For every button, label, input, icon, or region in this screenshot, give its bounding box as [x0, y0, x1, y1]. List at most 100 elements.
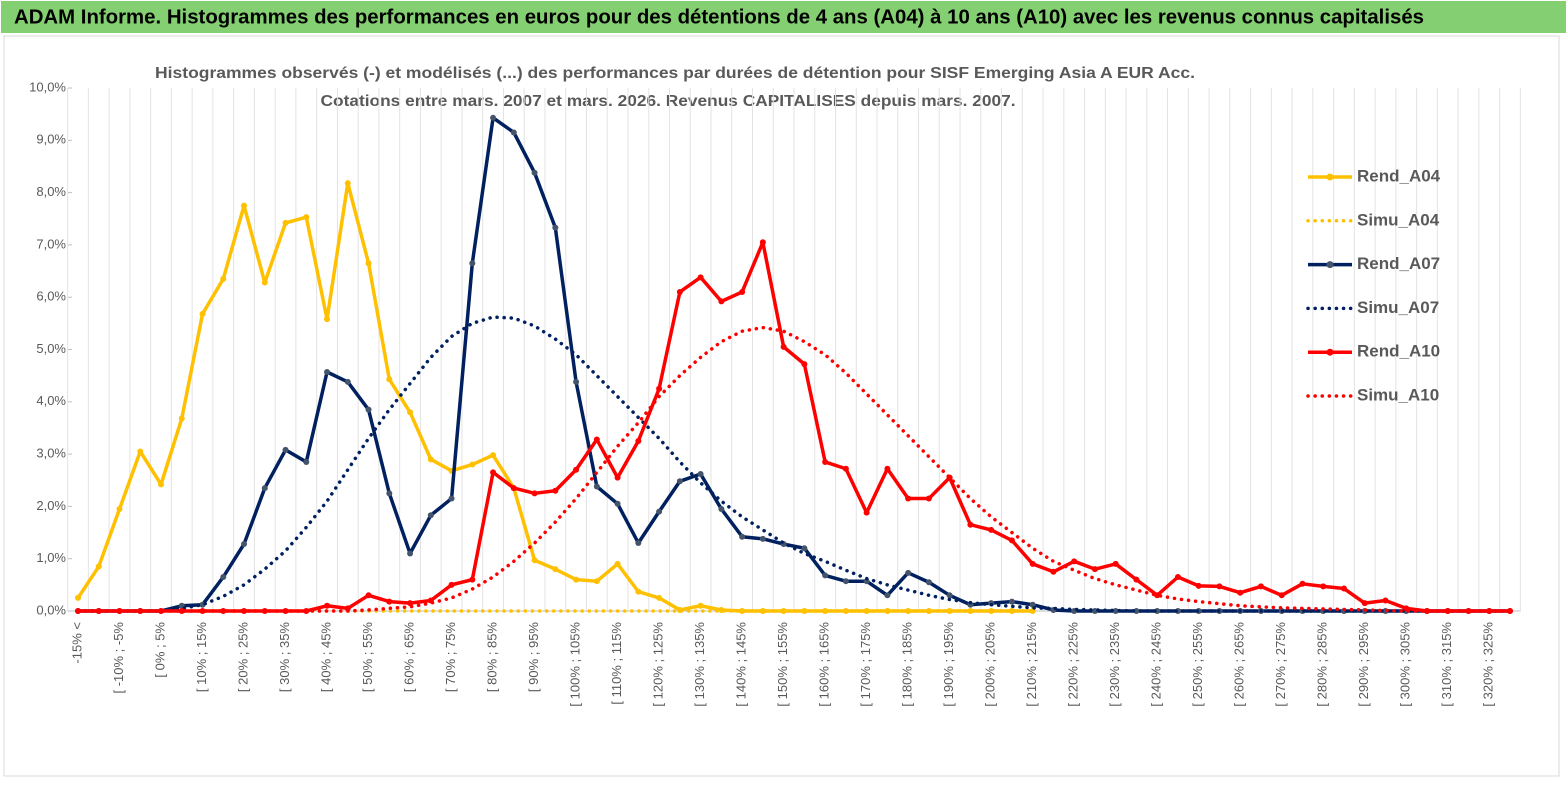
x-tick-label: [ 220% ; 225% [1066, 622, 1081, 707]
data-point [1382, 597, 1389, 604]
x-tick-label: [ 110% ; 115% [609, 622, 624, 705]
data-point [1133, 576, 1140, 583]
data-point [801, 545, 808, 552]
observed-line [78, 240, 1510, 613]
data-point [324, 602, 331, 609]
data-point [1237, 589, 1244, 596]
y-tick-label: 2,0% [36, 498, 66, 513]
data-point [407, 600, 414, 607]
data-point [261, 485, 268, 492]
legend-label: Rend_A10 [1357, 342, 1440, 361]
data-point [1008, 608, 1015, 614]
data-point [656, 508, 663, 515]
legend-label: Rend_A07 [1357, 254, 1440, 273]
data-point [75, 594, 81, 601]
x-tick-label: [ 280% ; 285% [1315, 622, 1330, 707]
data-point [1195, 582, 1202, 589]
data-point [220, 608, 227, 614]
data-point [842, 578, 849, 585]
y-tick-label: 4,0% [36, 393, 66, 408]
data-point [988, 608, 995, 614]
data-point [116, 506, 123, 513]
x-tick-label: [ 240% ; 245% [1149, 622, 1164, 707]
data-point [510, 485, 517, 492]
data-point [448, 495, 455, 502]
data-point [905, 569, 912, 576]
data-point [905, 495, 912, 502]
legend-label: Simu_A07 [1357, 298, 1439, 317]
data-point [1278, 592, 1285, 599]
chart-subtitle: Cotations entre mars. 2007 et mars. 2026… [321, 93, 1016, 110]
data-point [386, 490, 393, 497]
data-point [365, 260, 372, 267]
data-point [573, 466, 580, 473]
data-point [241, 202, 248, 209]
x-tick-label: [ 170% ; 175% [858, 622, 873, 707]
data-point [199, 608, 206, 614]
x-tick-label: [ 50% ; 55% [360, 622, 375, 693]
y-tick-label: 5,0% [36, 341, 66, 356]
y-tick-label: 7,0% [36, 236, 66, 251]
data-point [635, 588, 642, 595]
x-tick-label: [ 200% ; 205% [983, 622, 998, 707]
data-point [884, 465, 891, 472]
data-point [759, 535, 766, 542]
data-point [1112, 560, 1119, 567]
data-point [241, 541, 248, 548]
data-point [614, 474, 621, 481]
data-point [324, 316, 331, 323]
data-point [676, 288, 683, 295]
data-point [1029, 560, 1036, 567]
data-point [1174, 574, 1181, 581]
x-tick-label: [ 100% ; 105% [568, 622, 583, 707]
data-point [614, 560, 621, 567]
data-point [1340, 585, 1347, 592]
data-point [469, 576, 476, 583]
y-tick-label: 3,0% [36, 446, 66, 461]
data-point [1444, 608, 1451, 614]
data-point [1361, 600, 1368, 607]
data-point [967, 521, 974, 528]
y-tick-label: 10,0% [29, 79, 66, 94]
data-point [946, 592, 953, 599]
data-point [552, 224, 559, 231]
data-point [1154, 592, 1161, 599]
data-point [178, 415, 185, 422]
data-point [407, 550, 414, 557]
data-point [1133, 608, 1140, 614]
x-tick-label: [ 210% ; 215% [1024, 622, 1039, 707]
x-tick-label: [ 160% ; 165% [817, 622, 832, 707]
y-tick-label: 0,0% [36, 602, 66, 617]
data-point [158, 481, 165, 488]
y-tick-label: 9,0% [36, 132, 66, 147]
x-tick-label: [ 310% ; 315% [1439, 622, 1454, 707]
legend-label: Simu_A04 [1357, 210, 1440, 229]
data-point [552, 566, 559, 573]
data-point [635, 438, 642, 445]
legend-label: Rend_A04 [1357, 166, 1441, 185]
plot-area: 0,0% 1,0% 2,0% 3,0% 4,0% 5,0% 6,0% 7,0% 8,0% 9,0%… [29, 79, 1521, 707]
data-point [344, 605, 351, 612]
data-point [573, 576, 580, 583]
data-point [697, 602, 704, 609]
data-point [448, 581, 455, 588]
x-tick-label: [ 20% ; 25% [235, 622, 250, 693]
data-point [344, 180, 351, 187]
data-point [303, 458, 310, 465]
y-tick-label: 6,0% [36, 289, 66, 304]
x-tick-label: [ 10% ; 15% [194, 622, 209, 693]
data-point [884, 592, 891, 599]
data-point [988, 526, 995, 533]
x-tick-label: [ 80% ; 85% [485, 622, 500, 693]
x-tick-label: [ 290% ; 295% [1356, 622, 1371, 707]
x-tick-label: [ 130% ; 135% [692, 622, 707, 707]
y-tick-label: 8,0% [36, 184, 66, 199]
legend-marker [1326, 173, 1334, 181]
data-point [95, 563, 102, 570]
x-tick-label: [ 120% ; 125% [651, 622, 666, 707]
data-point [739, 533, 746, 540]
x-tick-label: [ 320% ; 325% [1481, 622, 1496, 707]
data-point [593, 436, 600, 443]
data-point [490, 452, 497, 459]
data-point [1216, 583, 1223, 590]
